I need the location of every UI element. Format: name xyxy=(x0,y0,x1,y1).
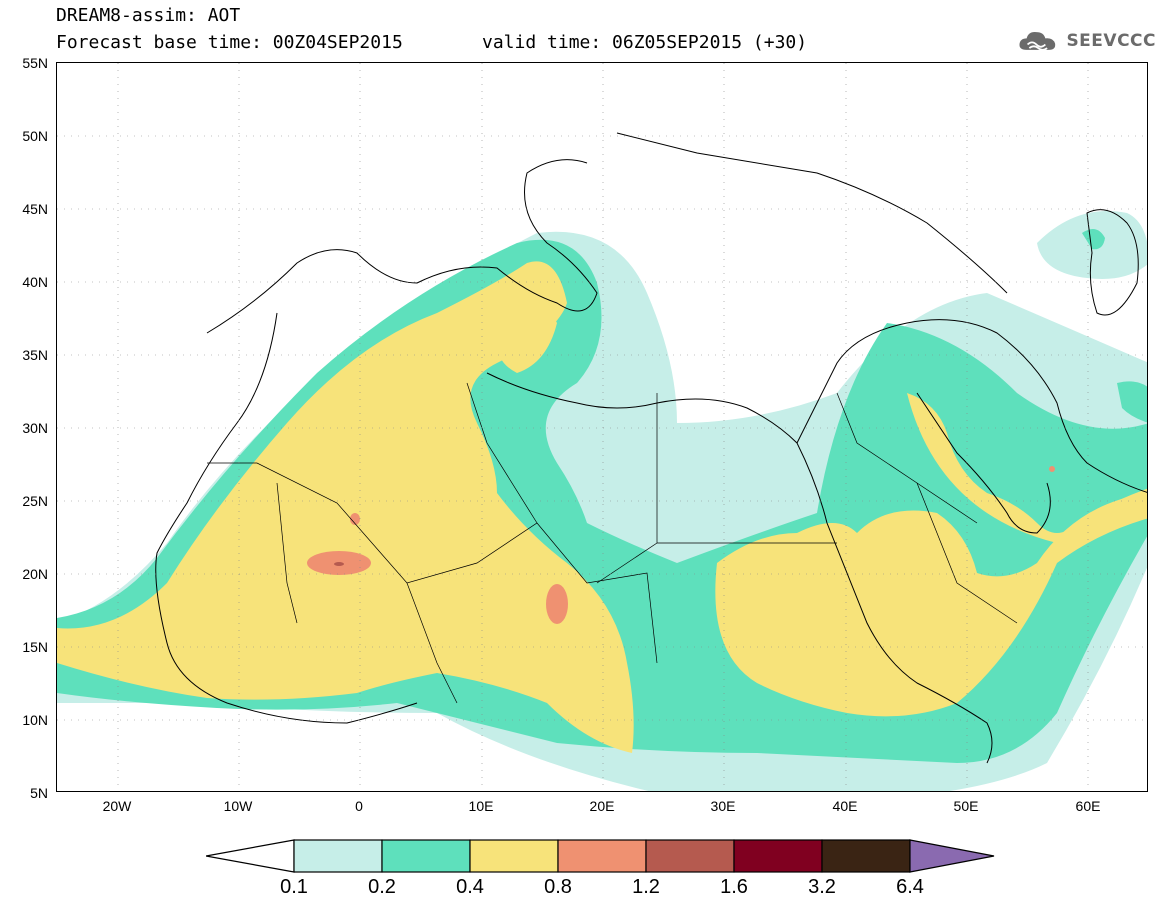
colorbar-bin-1.2-1.6 xyxy=(645,839,735,873)
lon-label: 10W xyxy=(223,798,253,814)
colorbar-label: 0.4 xyxy=(456,876,484,898)
coastlines xyxy=(155,132,1147,764)
colorbar-label: 0.1 xyxy=(280,876,308,898)
aot-map xyxy=(56,62,1148,792)
lat-label: 50N xyxy=(22,128,48,144)
lat-label: 10N xyxy=(22,712,48,728)
graticule xyxy=(57,63,1147,791)
colorbar-bin-0.4-0.8 xyxy=(469,839,559,873)
lat-label: 55N xyxy=(22,55,48,71)
map-title: DREAM8-assim: AOT xyxy=(56,5,241,26)
lon-label: 50E xyxy=(953,798,979,814)
lat-label: 25N xyxy=(22,493,48,509)
lat-label: 35N xyxy=(22,347,48,363)
colorbar-bin-over-6.4 xyxy=(909,839,995,873)
lon-label: 20W xyxy=(102,798,132,814)
colorbar-label: 6.4 xyxy=(896,876,924,898)
colorbar-bin-0.1-0.2 xyxy=(293,839,383,873)
colorbar-label: 3.2 xyxy=(808,876,836,898)
lon-label: 40E xyxy=(832,798,858,814)
map-canvas xyxy=(57,63,1147,791)
lat-label: 45N xyxy=(22,201,48,217)
colorbar-label: 1.2 xyxy=(632,876,660,898)
aot-1.2-1.6-layer xyxy=(334,562,344,566)
lon-label: 0 xyxy=(355,798,363,814)
colorbar-bin-0.8-1.2 xyxy=(557,839,647,873)
cloud-icon xyxy=(1019,32,1056,51)
lat-label: 30N xyxy=(22,420,48,436)
colorbar-label: 0.2 xyxy=(368,876,396,898)
lon-label: 10E xyxy=(468,798,494,814)
colorbar-bin-3.2-6.4 xyxy=(821,839,911,873)
lat-label: 5N xyxy=(30,785,48,801)
logo-text: SEEVCCC xyxy=(1066,31,1156,51)
lon-label: 30E xyxy=(710,798,736,814)
lat-label: 15N xyxy=(22,639,48,655)
lat-label: 20N xyxy=(22,566,48,582)
lon-label: 20E xyxy=(589,798,615,814)
colorbar xyxy=(206,839,995,873)
forecast-base-time: Forecast base time: 00Z04SEP2015 xyxy=(56,32,403,53)
colorbar-label: 0.8 xyxy=(544,876,572,898)
colorbar-bin-1.6-3.2 xyxy=(733,839,823,873)
seevccc-logo: SEEVCCC xyxy=(1016,24,1156,58)
lon-label: 60E xyxy=(1075,798,1101,814)
valid-time: valid time: 06Z05SEP2015 (+30) xyxy=(482,32,808,53)
colorbar-label: 1.6 xyxy=(720,876,748,898)
colorbar-bin-0.2-0.4 xyxy=(381,839,471,873)
borders xyxy=(207,382,1018,704)
lat-label: 40N xyxy=(22,274,48,290)
